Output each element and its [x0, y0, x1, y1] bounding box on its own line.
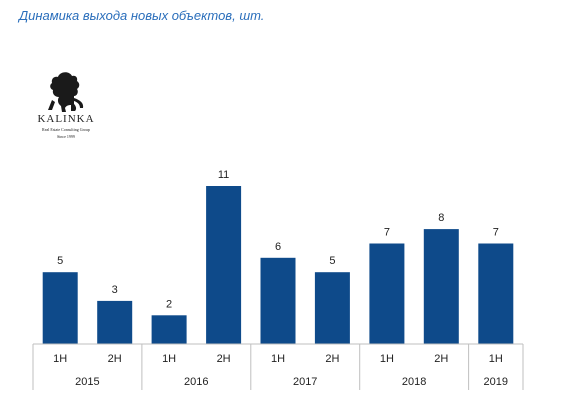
- tick-label: 2H: [434, 353, 448, 365]
- tick-label: 2H: [217, 353, 231, 365]
- tick-label: 2H: [325, 353, 339, 365]
- bar: [97, 300, 133, 344]
- data-label: 8: [438, 212, 444, 224]
- bar: [423, 229, 459, 344]
- data-label: 2: [166, 298, 172, 310]
- logo-name: KALINKA: [37, 113, 95, 125]
- tick-label: 1H: [380, 353, 394, 365]
- year-label: 2017: [293, 376, 317, 388]
- year-label: 2019: [484, 376, 508, 388]
- bar: [151, 315, 187, 344]
- tick-label: 2H: [108, 353, 122, 365]
- tick-label: 1H: [162, 353, 176, 365]
- data-label: 6: [275, 241, 281, 253]
- data-label: 3: [112, 284, 118, 296]
- tick-label: 1H: [489, 353, 503, 365]
- bar: [314, 272, 350, 344]
- chart-title: Динамика выхода новых объектов, шт.: [19, 8, 265, 23]
- year-label: 2018: [402, 376, 426, 388]
- company-logo: KALINKA Real Estate Consulting Group Sin…: [30, 70, 102, 144]
- logo-since: Since 1999: [57, 134, 75, 139]
- bar: [42, 272, 78, 344]
- bar: [478, 243, 514, 344]
- data-label: 7: [384, 227, 390, 239]
- data-label: 5: [57, 255, 63, 267]
- data-label: 5: [329, 255, 335, 267]
- year-label: 2015: [75, 376, 99, 388]
- bar: [369, 243, 405, 344]
- logo-subtitle: Real Estate Consulting Group: [42, 127, 90, 132]
- bar: [206, 186, 242, 344]
- data-label: 7: [493, 227, 499, 239]
- tick-label: 1H: [271, 353, 285, 365]
- horse-icon: [48, 72, 84, 112]
- data-label: 11: [218, 169, 229, 181]
- bar: [260, 257, 296, 344]
- year-label: 2016: [184, 376, 208, 388]
- tick-label: 1H: [53, 353, 67, 365]
